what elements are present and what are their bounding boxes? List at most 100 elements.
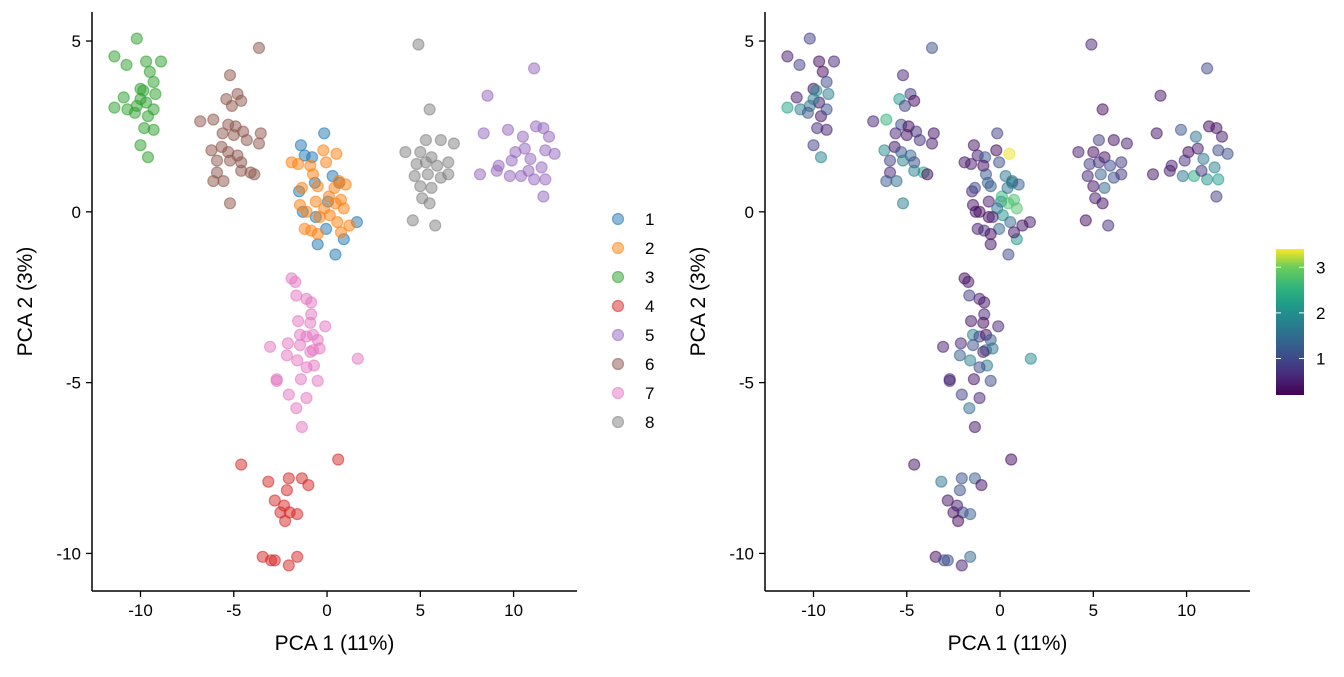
legend-key (611, 212, 625, 226)
data-point-cluster-8 (423, 197, 436, 210)
data-point-cluster-2 (343, 219, 356, 232)
x-axis-label: PCA 1 (11%) (275, 632, 395, 655)
data-point-cluster-7 (289, 275, 302, 288)
data-point-cluster-3 (820, 123, 833, 136)
data-point-cluster-3 (147, 123, 160, 136)
data-point-cluster-6 (880, 175, 893, 188)
data-point-cluster-5 (1189, 130, 1203, 143)
data-point-cluster-2 (964, 157, 978, 171)
data-point-cluster-7 (304, 345, 317, 358)
data-point-cluster-5 (1191, 142, 1204, 155)
y-tick-label: 5 (745, 32, 754, 51)
data-point-cluster-8 (1115, 168, 1128, 181)
data-point-cluster-5 (539, 173, 552, 186)
data-point-cluster-3 (128, 106, 141, 119)
data-point-cluster-8 (425, 181, 438, 194)
data-point-cluster-7 (294, 373, 307, 386)
data-point-cluster-5 (527, 62, 541, 75)
data-point-cluster-5 (1154, 89, 1167, 102)
data-point-cluster-5 (516, 130, 530, 143)
data-point-cluster-4 (282, 559, 295, 572)
data-point-cluster-4 (975, 479, 988, 492)
data-point-cluster-2 (311, 227, 324, 241)
data-point-cluster-2 (337, 202, 350, 215)
data-point-cluster-5 (535, 161, 548, 174)
legend-key (611, 415, 625, 429)
data-point-cluster-8 (447, 137, 460, 150)
data-point-cluster-7 (290, 402, 303, 415)
data-point-cluster-5 (537, 190, 550, 203)
x-axis-label: PCA 1 (11%) (948, 632, 1068, 655)
data-point-cluster-7 (992, 320, 1005, 333)
data-point-cluster-5 (548, 147, 561, 160)
data-point-cluster-3 (803, 32, 816, 45)
data-point-cluster-2 (300, 205, 313, 218)
data-point-cluster-4 (955, 472, 968, 485)
data-point-cluster-7 (964, 354, 977, 367)
data-point-cluster-8 (1087, 146, 1100, 159)
data-point-cluster-5 (1221, 147, 1234, 160)
data-point-cluster-8 (410, 157, 423, 171)
data-point-cluster-2 (1004, 216, 1017, 229)
data-point-cluster-1 (967, 139, 981, 152)
data-point-cluster-6 (217, 175, 230, 188)
data-point-cluster-3 (147, 103, 160, 116)
data-point-cluster-3 (140, 55, 153, 68)
data-point-cluster-3 (147, 75, 160, 89)
data-point-cluster-8 (414, 180, 427, 193)
data-point-cluster-6 (889, 127, 902, 140)
data-point-cluster-8 (408, 169, 421, 183)
data-point-cluster-5 (1176, 169, 1189, 183)
x-tick-label: -10 (801, 601, 826, 620)
data-point-cluster-5 (1195, 164, 1208, 177)
data-point-cluster-3 (810, 84, 823, 97)
data-point-cluster-5 (1197, 152, 1210, 165)
y-axis-label: PCA 2 (3%) (687, 247, 710, 357)
legend-item-6: 6 (611, 355, 654, 374)
data-point-cluster-6 (896, 197, 910, 210)
colorbar-tick-label: 1 (1316, 350, 1325, 369)
data-point-cluster-4 (951, 514, 965, 528)
data-point-cluster-3 (801, 106, 815, 119)
data-point-cluster-5 (505, 154, 518, 167)
data-point-cluster-2 (330, 147, 343, 160)
legend-label: 7 (645, 384, 654, 403)
data-point-cluster-6 (867, 115, 880, 128)
data-point-cluster-8 (442, 168, 455, 181)
legend-key (611, 241, 625, 255)
data-point-cluster-8 (414, 146, 427, 159)
data-point-cluster-8 (1081, 169, 1094, 183)
colorbar-tick-label: 2 (1316, 304, 1325, 323)
legend-key (611, 299, 625, 313)
data-point-cluster-8 (421, 168, 434, 181)
data-point-cluster-8 (1096, 197, 1109, 210)
legend-label: 1 (645, 210, 654, 229)
x-tick-label: -5 (899, 601, 914, 620)
data-point-cluster-5 (1163, 164, 1176, 177)
data-point-cluster-5 (1215, 130, 1229, 143)
data-point-cluster-5 (1200, 62, 1214, 75)
data-point-cluster-3 (781, 50, 794, 63)
data-point-cluster-4 (935, 475, 948, 488)
data-point-cluster-8 (1098, 181, 1111, 194)
data-point-cluster-2 (971, 222, 984, 235)
y-axis-label: PCA 2 (3%) (14, 247, 37, 357)
data-point-cluster-4 (941, 554, 954, 567)
y-tick-label: 0 (72, 203, 81, 222)
data-point-cluster-2 (968, 181, 982, 194)
data-point-cluster-4 (953, 484, 967, 497)
x-tick-label: 0 (322, 601, 331, 620)
data-point-cluster-6 (225, 99, 238, 113)
data-point-cluster-3 (134, 139, 147, 152)
data-point-cluster-5 (1150, 127, 1163, 140)
data-point-cluster-3 (137, 84, 150, 97)
data-point-cluster-6 (890, 175, 903, 188)
data-point-cluster-3 (820, 75, 833, 89)
data-point-cluster-3 (108, 101, 121, 114)
data-point-cluster-5 (1146, 168, 1160, 181)
data-point-cluster-4 (964, 550, 977, 563)
data-point-cluster-8 (1102, 219, 1115, 232)
data-point-cluster-5 (522, 164, 535, 177)
data-point-cluster-1 (311, 238, 324, 251)
data-point-cluster-7 (936, 340, 950, 353)
